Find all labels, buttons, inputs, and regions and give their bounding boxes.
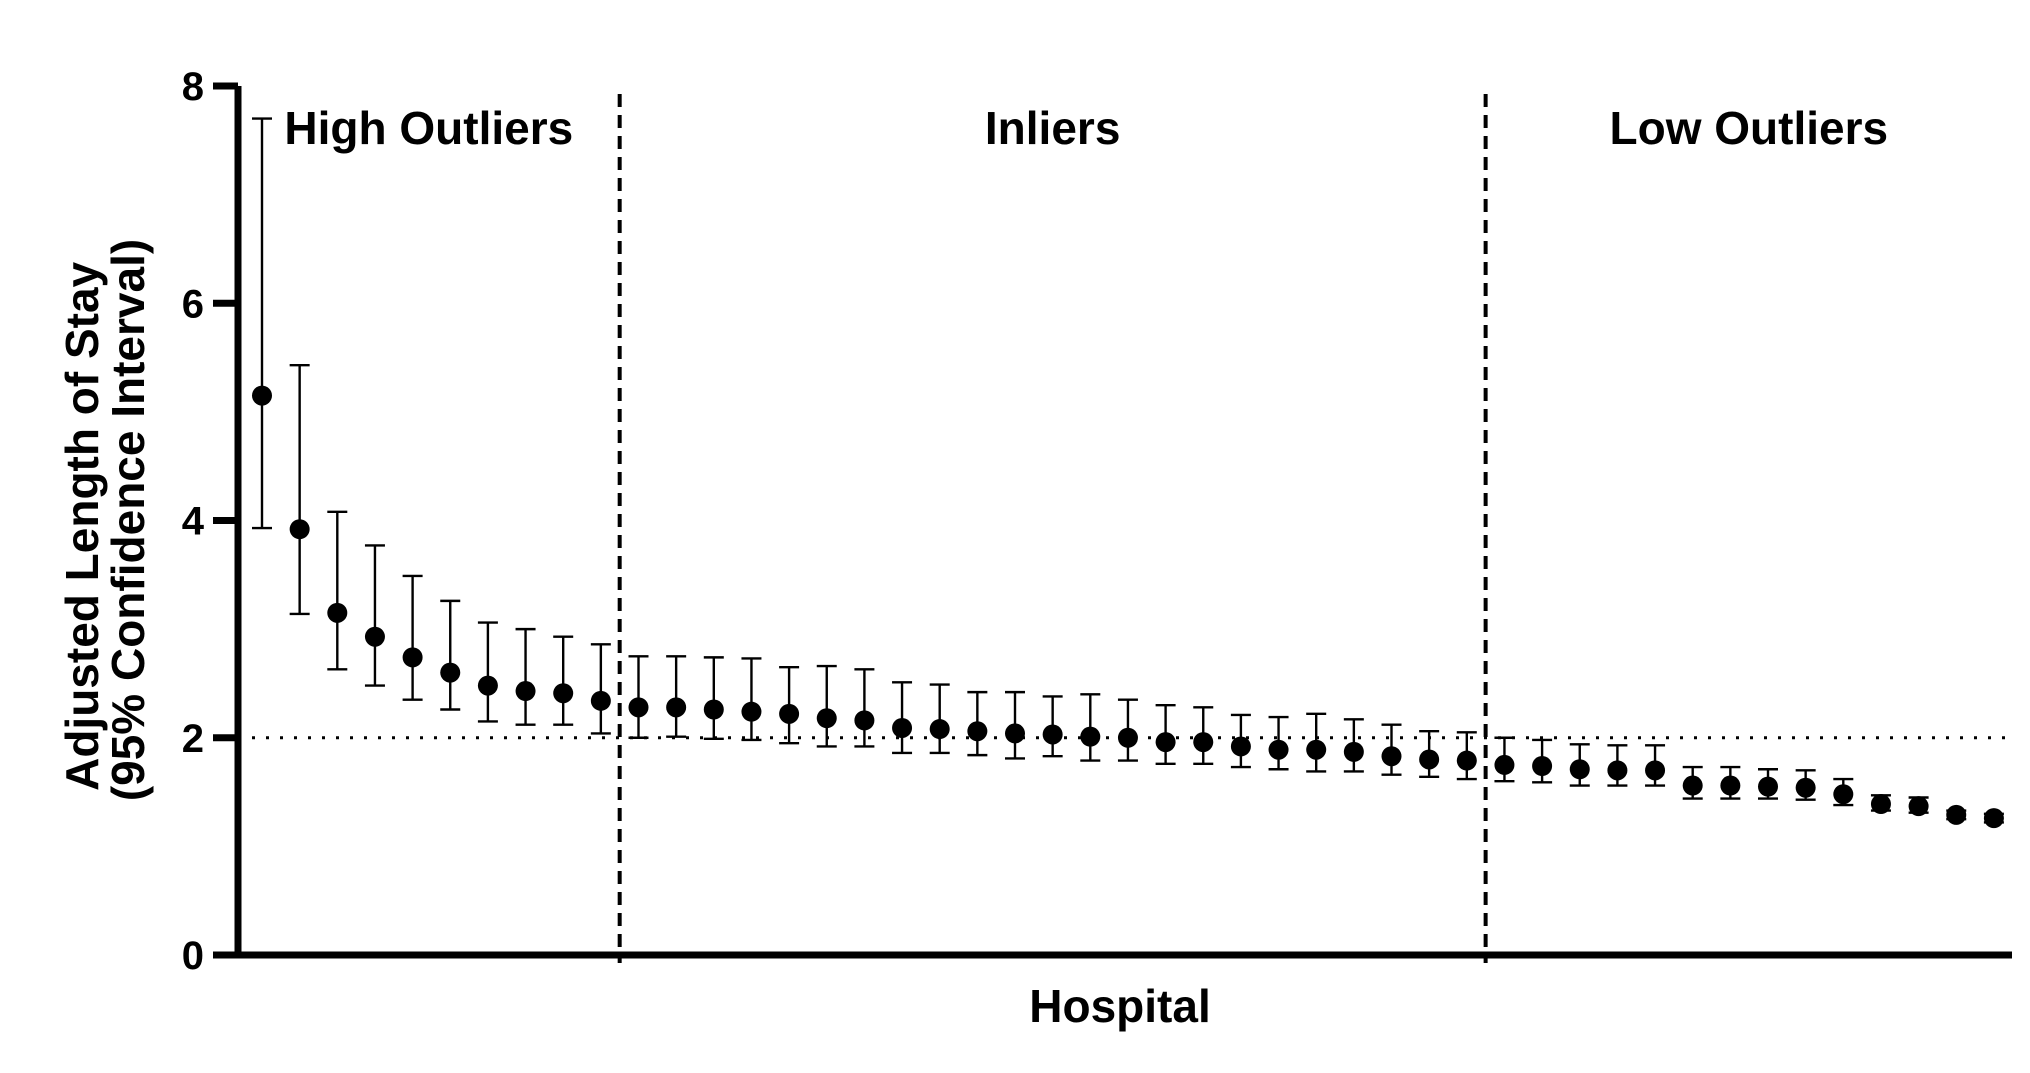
region-label-high-outliers: High Outliers <box>284 102 573 154</box>
y-axis-title-line-2: (95% Confidence Interval) <box>102 239 154 801</box>
data-point-29 <box>1306 739 1327 760</box>
data-point-31 <box>1381 746 1402 767</box>
data-point-15 <box>779 703 800 724</box>
data-point-24 <box>1117 727 1138 748</box>
region-label-low-outliers: Low Outliers <box>1610 102 1889 154</box>
data-point-35 <box>1532 755 1553 776</box>
data-point-30 <box>1343 741 1364 762</box>
data-point-19 <box>929 719 950 740</box>
chart-text-layer: Hospital Adjusted Length of Stay (95% Co… <box>56 65 1888 1032</box>
chart-lines-layer <box>238 94 2012 963</box>
region-label-inliers: Inliers <box>985 102 1121 154</box>
data-point-33 <box>1456 750 1477 771</box>
data-point-16 <box>816 708 837 729</box>
data-point-42 <box>1795 777 1816 798</box>
y-axis-title-line-1: Adjusted Length of Stay <box>56 261 108 790</box>
data-point-40 <box>1720 775 1741 796</box>
data-point-1 <box>252 385 272 406</box>
x-axis-title: Hospital <box>1029 980 1210 1032</box>
data-point-8 <box>515 681 536 702</box>
y-tick-label-2: 2 <box>182 717 204 761</box>
data-point-37 <box>1607 760 1628 781</box>
data-point-6 <box>440 662 461 683</box>
data-point-12 <box>666 697 687 718</box>
data-point-47 <box>1983 808 2004 829</box>
data-point-34 <box>1494 754 1515 775</box>
data-point-41 <box>1758 776 1778 797</box>
data-point-43 <box>1833 784 1854 805</box>
data-point-9 <box>553 683 574 704</box>
data-point-45 <box>1908 796 1929 817</box>
data-point-13 <box>703 699 724 720</box>
data-point-46 <box>1946 804 1967 825</box>
data-point-17 <box>854 710 875 731</box>
data-point-36 <box>1569 759 1590 780</box>
chart-axes-layer <box>213 82 2012 959</box>
data-point-28 <box>1268 739 1289 760</box>
data-point-11 <box>628 697 649 718</box>
data-point-7 <box>477 675 498 696</box>
data-point-26 <box>1193 732 1214 753</box>
data-point-20 <box>967 721 988 742</box>
data-point-39 <box>1682 775 1703 796</box>
data-point-2 <box>289 519 310 540</box>
data-point-18 <box>892 717 913 738</box>
data-point-5 <box>402 647 423 668</box>
data-point-3 <box>327 602 348 623</box>
y-tick-label-8: 8 <box>182 65 204 109</box>
data-point-27 <box>1230 736 1251 757</box>
y-tick-label-6: 6 <box>182 282 204 326</box>
data-point-21 <box>1005 723 1025 744</box>
data-point-38 <box>1645 760 1666 781</box>
chart-points-layer <box>252 385 2004 829</box>
y-axis-title: Adjusted Length of Stay (95% Confidence … <box>56 239 154 801</box>
data-point-32 <box>1419 749 1440 770</box>
data-point-44 <box>1870 794 1891 815</box>
y-tick-label-4: 4 <box>182 500 205 544</box>
y-tick-label-0: 0 <box>182 934 204 978</box>
data-point-4 <box>364 626 385 647</box>
data-point-14 <box>741 701 762 722</box>
data-point-23 <box>1080 726 1101 747</box>
data-point-25 <box>1155 732 1176 753</box>
data-point-10 <box>590 690 611 711</box>
data-point-22 <box>1042 724 1063 745</box>
